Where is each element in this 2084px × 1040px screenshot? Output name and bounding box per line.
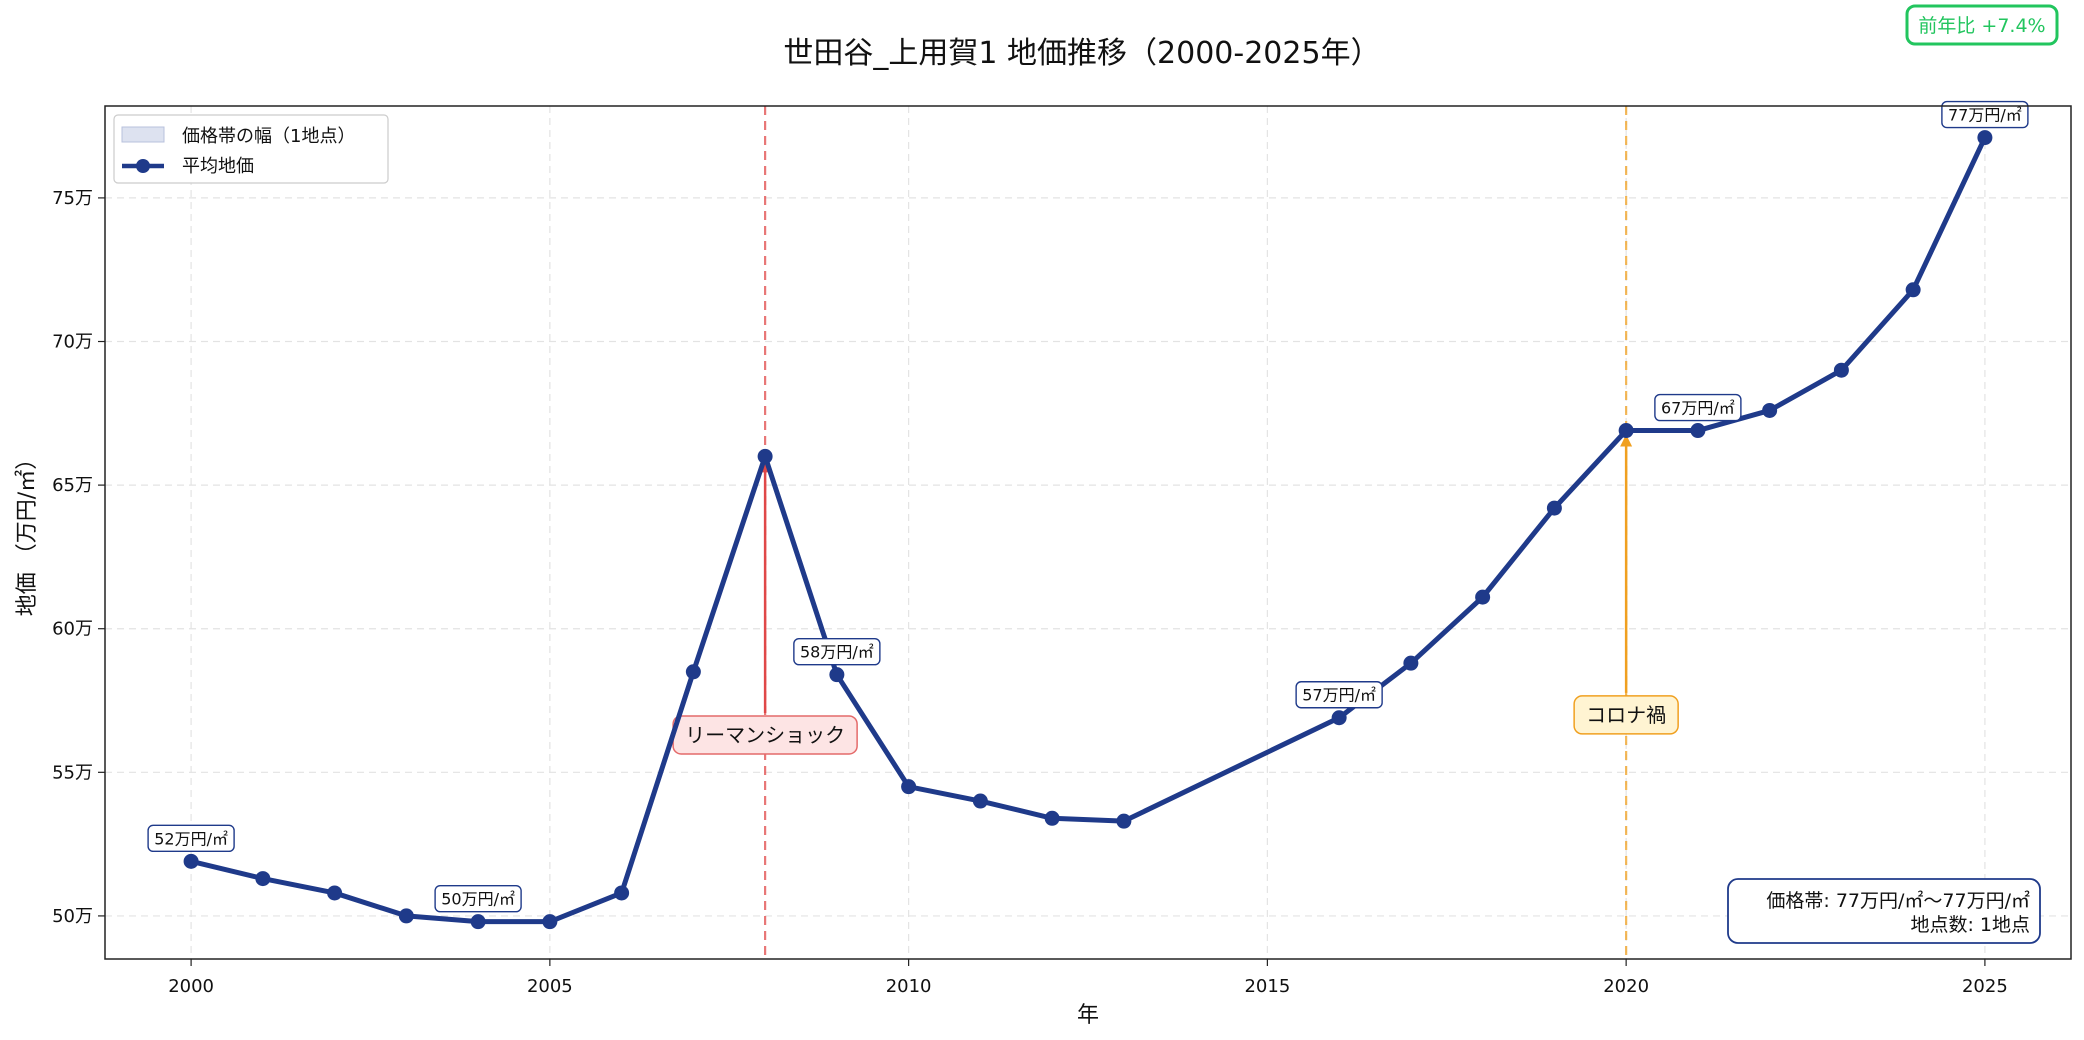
data-point <box>1618 423 1634 439</box>
legend-band-swatch <box>121 126 165 143</box>
data-point <box>542 914 558 930</box>
series-line <box>188 135 1988 925</box>
x-axis-label: 年 <box>1077 1003 1099 1028</box>
data-point <box>614 885 630 901</box>
y-axis-label: 地価 （万円/㎡） <box>14 448 40 616</box>
data-label: 50万円/㎡ <box>441 890 515 909</box>
data-point <box>1690 423 1706 439</box>
data-label-box <box>434 884 522 913</box>
data-label-box <box>1654 393 1742 422</box>
legend-band-label: 価格帯の幅（1地点） <box>182 126 355 147</box>
data-point <box>1331 710 1347 726</box>
data-label-box <box>1941 100 2029 129</box>
data-point <box>901 779 917 795</box>
yoy-badge-text: 前年比 +7.4% <box>1918 15 2045 37</box>
series-layer <box>183 130 1993 930</box>
data-point <box>1403 655 1419 671</box>
data-point <box>470 914 486 930</box>
event-arrow-head <box>1620 434 1633 447</box>
yoy-badge-box <box>1905 4 2059 46</box>
data-point <box>1833 362 1849 378</box>
data-label-box <box>1295 681 1383 709</box>
yoy-badge: 前年比 +7.4% <box>1905 4 2059 46</box>
x-tick-label: 2020 <box>1603 976 1649 997</box>
x-tick-label: 2015 <box>1244 976 1290 997</box>
info-box-frame <box>1727 878 2041 944</box>
x-tick-label: 2025 <box>1962 976 2008 997</box>
data-point <box>1977 130 1993 146</box>
data-point <box>255 871 271 887</box>
data-point <box>1475 589 1491 605</box>
data-label: 52万円/㎡ <box>154 829 228 848</box>
data-point <box>183 853 199 869</box>
x-tick-label: 2000 <box>168 976 214 997</box>
data-point <box>1905 282 1921 298</box>
data-point <box>327 885 343 901</box>
y-tick-label: 55万 <box>52 762 93 783</box>
info-point-count: 地点数: 1地点 <box>1910 914 2030 936</box>
x-axis-ticks: 2000 2005 2010 2015 2020 2025 <box>168 959 2008 997</box>
data-label: 67万円/㎡ <box>1661 399 1735 418</box>
y-tick-label: 65万 <box>52 475 93 496</box>
data-point <box>1762 402 1778 418</box>
data-point <box>685 664 701 680</box>
legend: 価格帯の幅（1地点） 平均地価 <box>113 114 389 184</box>
legend-line-marker <box>136 159 150 173</box>
data-label: 57万円/㎡ <box>1302 686 1376 705</box>
legend-line-label: 平均地価 <box>182 156 254 177</box>
data-point <box>398 908 414 924</box>
plot-frame <box>104 105 2072 960</box>
legend-box <box>113 114 389 184</box>
data-point <box>1546 500 1562 516</box>
data-label-box <box>793 637 881 666</box>
data-point <box>829 667 845 683</box>
x-tick-label: 2005 <box>527 976 573 997</box>
y-tick-label: 60万 <box>52 619 93 640</box>
data-point <box>1044 810 1060 826</box>
event-label: コロナ禍 <box>1586 703 1666 727</box>
data-point <box>757 448 773 464</box>
y-tick-label: 50万 <box>52 906 93 927</box>
chart-title: 世田谷_上用賀1 地価推移（2000-2025年） <box>783 36 1380 71</box>
data-point <box>1116 813 1132 829</box>
data-label: 58万円/㎡ <box>800 643 874 662</box>
y-tick-label: 75万 <box>52 188 93 209</box>
y-tick-label: 70万 <box>52 332 93 353</box>
data-label: 77万円/㎡ <box>1948 106 2022 125</box>
data-point <box>972 793 988 809</box>
x-tick-label: 2010 <box>886 976 932 997</box>
event-label: リーマンショック <box>685 723 845 747</box>
data-labels: 52万円/㎡ 50万円/㎡ 58万円/㎡ 57万円/㎡ 67万円/㎡ 77万円/㎡ <box>147 100 2029 913</box>
data-label-box <box>147 824 235 853</box>
event-markers: リーマンショック コロナ禍 <box>672 106 1679 959</box>
grid-lines <box>105 106 2071 959</box>
y-axis-ticks: 50万 55万 60万 65万 70万 75万 <box>52 188 105 927</box>
event-label-box <box>1573 695 1679 735</box>
info-box: 価格帯: 77万円/㎡～77万円/㎡ 地点数: 1地点 <box>1727 878 2041 944</box>
info-price-range: 価格帯: 77万円/㎡～77万円/㎡ <box>1766 889 2030 912</box>
